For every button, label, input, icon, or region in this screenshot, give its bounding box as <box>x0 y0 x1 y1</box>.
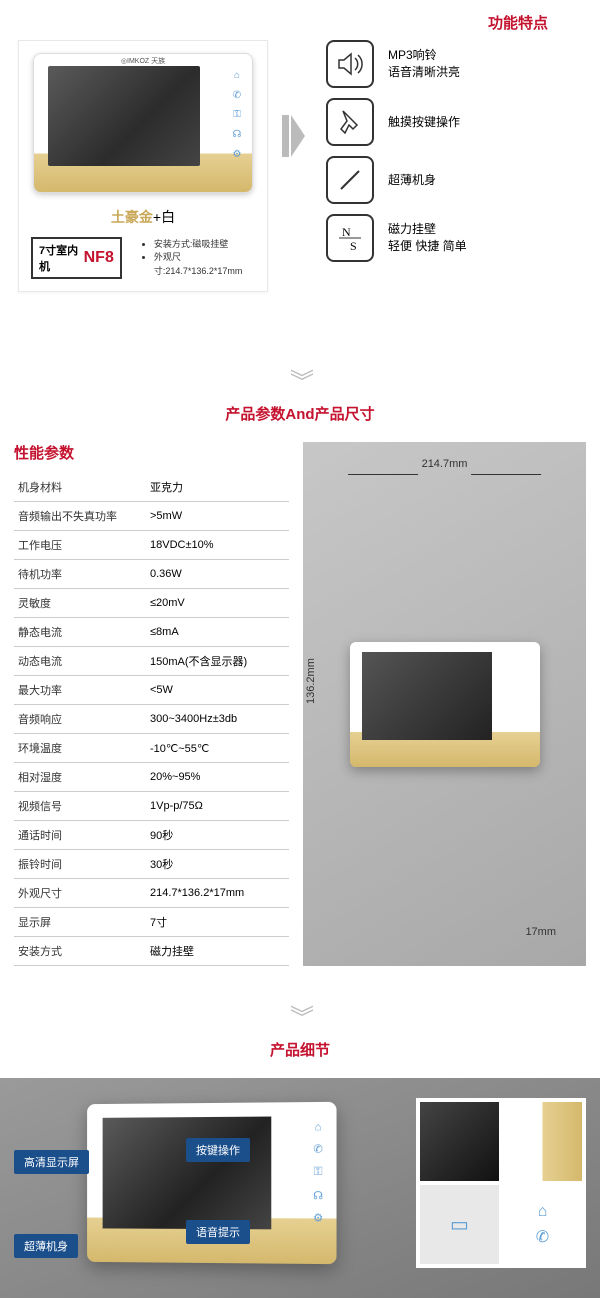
product-card: ◎IMKOZ 天族 ⌂ ✆ ⚿ ☊ ⚙ 土豪金+白 7寸室内机 NF8 安装方式… <box>18 40 268 292</box>
detail-grid: ▭ ⌂✆ <box>416 1098 586 1268</box>
color-label: 土豪金+白 <box>31 207 255 227</box>
callout-buttons: 按键操作 <box>186 1138 250 1162</box>
chevron-down-icon: ︾ <box>0 998 600 1033</box>
model-row: 7寸室内机 NF8 安装方式:磁吸挂壁 外观尺寸:214.7*136.2*17m… <box>31 237 255 279</box>
speaker-icon <box>326 40 374 88</box>
feature-item: MP3响铃语音清晰洪亮 <box>326 40 586 88</box>
spec-table-column: 性能参数 机身材料亚克力音频输出不失真功率>5mW工作电压18VDC±10%待机… <box>14 442 289 966</box>
detail-callout-view: ⌂✆⚿☊⚙ 高清显示屏 超薄机身 按键操作 语音提示 <box>14 1098 406 1268</box>
svg-text:S: S <box>350 239 357 252</box>
table-row: 外观尺寸214.7*136.2*17mm <box>14 879 289 908</box>
features-title: 功能特点 <box>488 12 548 33</box>
table-row: 相对湿度20%~95% <box>14 763 289 792</box>
dim-height: 136.2mm <box>305 658 317 704</box>
magnet-icon: NS <box>326 214 374 262</box>
detail-back-cell: ▭ <box>420 1185 499 1264</box>
phone-icon: ✆ <box>233 90 241 101</box>
section-title: 产品细节 <box>0 1039 600 1060</box>
svg-text:N: N <box>342 225 351 239</box>
dim-width: 214.7mm <box>422 458 468 470</box>
section-title: 产品参数And产品尺寸 <box>0 403 600 424</box>
key-icon: ⚿ <box>233 109 241 120</box>
table-row: 通话时间90秒 <box>14 821 289 850</box>
home-icon: ⌂ <box>234 70 240 81</box>
touch-icon <box>326 98 374 146</box>
details-section: ⌂✆⚿☊⚙ 高清显示屏 超薄机身 按键操作 语音提示 ▭ ⌂✆ <box>0 1078 600 1298</box>
install-info: 安装方式:磁吸挂壁 外观尺寸:214.7*136.2*17mm <box>142 238 255 279</box>
model-badge: 7寸室内机 NF8 <box>31 237 122 279</box>
spec-table: 机身材料亚克力音频输出不失真功率>5mW工作电压18VDC±10%待机功率0.3… <box>14 473 289 966</box>
callout-display: 高清显示屏 <box>14 1150 89 1174</box>
device-screen <box>48 66 200 166</box>
brand-label: ◎IMKOZ 天族 <box>121 56 165 66</box>
detail-icons-cell: ⌂✆ <box>503 1185 582 1264</box>
slim-icon <box>326 156 374 204</box>
arrow-right-icon <box>282 115 305 157</box>
feature-item: 触摸按键操作 <box>326 98 586 146</box>
table-row: 音频响应300~3400Hz±3db <box>14 705 289 734</box>
talk-icon: ☊ <box>233 129 242 140</box>
table-row: 工作电压18VDC±10% <box>14 531 289 560</box>
table-row: 视频信号1Vp-p/75Ω <box>14 792 289 821</box>
chevron-down-icon: ︾ <box>0 362 600 397</box>
device-illustration: ◎IMKOZ 天族 ⌂ ✆ ⚿ ☊ ⚙ <box>33 53 253 193</box>
table-row: 动态电流150mA(不含显示器) <box>14 647 289 676</box>
device-side-icons: ⌂ ✆ ⚿ ☊ ⚙ <box>228 66 246 164</box>
table-row: 安装方式磁力挂壁 <box>14 937 289 966</box>
table-row: 机身材料亚克力 <box>14 473 289 502</box>
table-row: 灵敏度≤20mV <box>14 589 289 618</box>
callout-slim: 超薄机身 <box>14 1234 78 1258</box>
specs-section: 性能参数 机身材料亚克力音频输出不失真功率>5mW工作电压18VDC±10%待机… <box>0 442 600 986</box>
hero-section: ◎IMKOZ 天族 ⌂ ✆ ⚿ ☊ ⚙ 土豪金+白 7寸室内机 NF8 安装方式… <box>0 0 600 350</box>
detail-screen-cell <box>420 1102 499 1181</box>
table-row: 待机功率0.36W <box>14 560 289 589</box>
table-row: 最大功率<5W <box>14 676 289 705</box>
table-row: 显示屏7寸 <box>14 908 289 937</box>
table-row: 静态电流≤8mA <box>14 618 289 647</box>
feature-item: NS 磁力挂壁轻便 快捷 简单 <box>326 214 586 262</box>
dim-device <box>350 642 540 767</box>
features-list: MP3响铃语音清晰洪亮 触摸按键操作 超薄机身 NS 磁力挂壁轻便 快捷 简单 <box>326 40 586 272</box>
detail-edge-cell <box>503 1102 582 1181</box>
callout-voice: 语音提示 <box>186 1220 250 1244</box>
feature-item: 超薄机身 <box>326 156 586 204</box>
table-row: 音频输出不失真功率>5mW <box>14 502 289 531</box>
table-row: 环境温度-10℃~55℃ <box>14 734 289 763</box>
spec-heading: 性能参数 <box>14 442 289 463</box>
table-row: 振铃时间30秒 <box>14 850 289 879</box>
dimension-diagram: 214.7mm 136.2mm 17mm <box>303 442 586 966</box>
setting-icon: ⚙ <box>233 149 242 160</box>
dim-depth: 17mm <box>525 926 556 938</box>
